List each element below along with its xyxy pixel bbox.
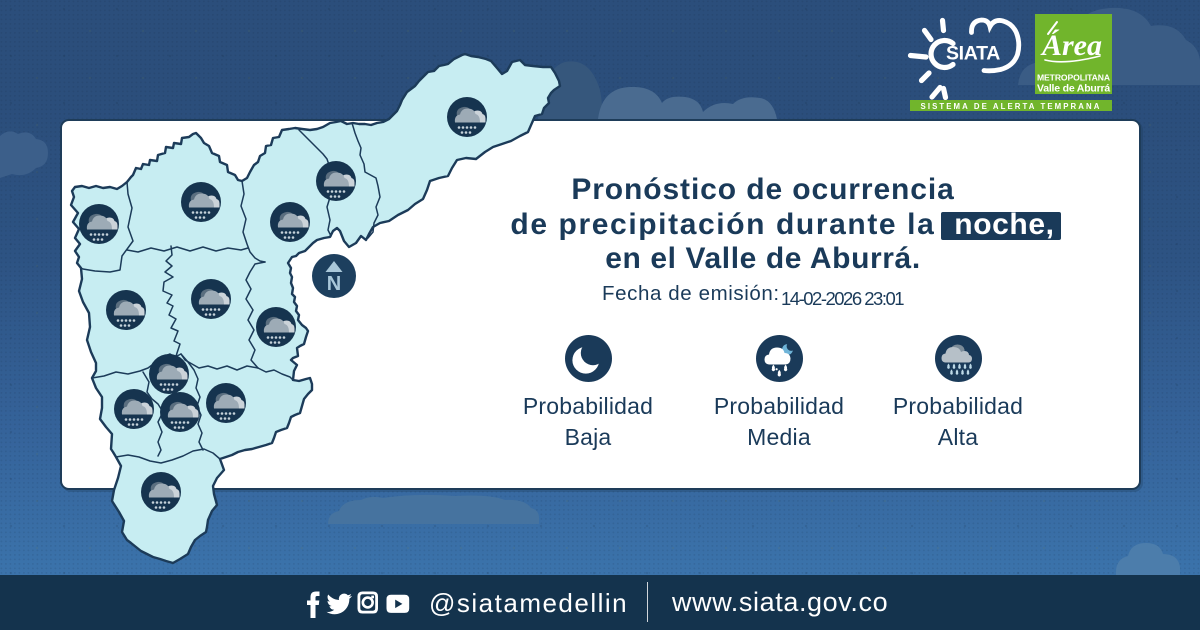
svg-text:SISTEMA DE ALERTA TEMPRANA: SISTEMA DE ALERTA TEMPRANA — [921, 102, 1102, 111]
svg-text:N: N — [327, 273, 341, 295]
svg-text:METROPOLITANA: METROPOLITANA — [1037, 73, 1110, 83]
svg-text:Área: Área — [1040, 29, 1102, 62]
svg-text:Valle de Aburrá: Valle de Aburrá — [1037, 83, 1110, 95]
svg-text:SIATA: SIATA — [946, 43, 1000, 65]
